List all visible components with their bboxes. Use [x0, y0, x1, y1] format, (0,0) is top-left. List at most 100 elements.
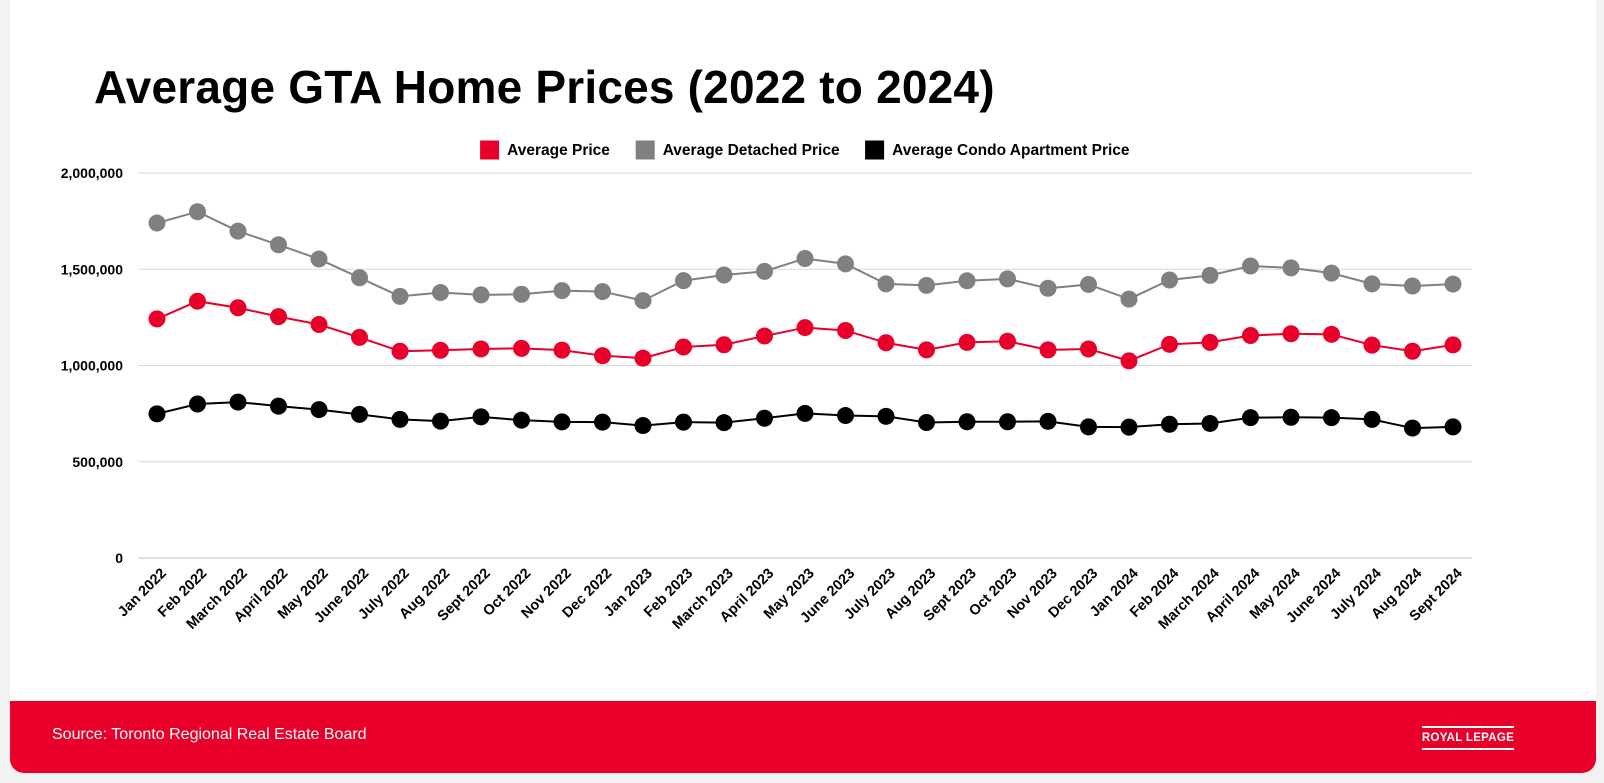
data-point-2-21 [999, 413, 1016, 431]
data-point-1-10 [553, 282, 571, 300]
chart-card: Average GTA Home Prices (2022 to 2024) 0… [10, 0, 1596, 773]
data-point-1-27 [1242, 257, 1259, 275]
data-point-2-8 [472, 408, 490, 426]
data-point-2-30 [1363, 410, 1381, 428]
data-point-2-13 [675, 413, 692, 431]
data-point-0-3 [270, 308, 287, 326]
data-point-2-29 [1323, 409, 1340, 427]
data-point-0-29 [1323, 325, 1340, 343]
data-point-0-8 [472, 340, 490, 358]
source-note: Source: Toronto Regional Real Estate Boa… [52, 726, 367, 743]
y-tick-label: 0 [115, 550, 123, 566]
data-point-1-3 [270, 236, 287, 254]
legend-label-1: Average Detached Price [663, 142, 840, 159]
data-point-2-24 [1120, 418, 1138, 436]
data-point-2-25 [1161, 415, 1178, 433]
data-point-0-16 [796, 319, 814, 337]
data-point-0-4 [310, 315, 328, 333]
data-point-2-5 [351, 405, 368, 423]
data-point-1-32 [1444, 275, 1462, 293]
legend-swatch-0 [480, 140, 500, 160]
data-point-1-16 [796, 249, 814, 267]
chart-title: Average GTA Home Prices (2022 to 2024) [94, 61, 995, 113]
data-point-2-0 [148, 405, 166, 423]
data-point-1-23 [1080, 275, 1097, 293]
y-tick-label: 1,500,000 [61, 261, 123, 277]
data-point-0-2 [229, 299, 247, 317]
data-point-0-30 [1363, 336, 1381, 354]
data-point-1-0 [148, 214, 166, 232]
data-point-2-32 [1444, 418, 1462, 436]
data-point-1-28 [1282, 259, 1300, 277]
data-point-0-24 [1120, 352, 1138, 370]
data-point-0-22 [1039, 341, 1057, 359]
data-point-1-2 [229, 222, 247, 240]
line-chart: 0 500,000 1,000,000 1,500,000 2,000,000 Aver… [61, 140, 1472, 633]
data-point-1-13 [675, 272, 692, 290]
data-point-2-23 [1080, 418, 1097, 436]
data-point-2-10 [553, 413, 571, 431]
data-point-0-31 [1404, 342, 1421, 360]
data-point-1-19 [918, 276, 935, 294]
data-point-0-26 [1201, 333, 1219, 351]
legend-label-2: Average Condo Apartment Price [892, 142, 1130, 159]
data-point-2-16 [796, 404, 814, 422]
y-tick-label: 1,000,000 [61, 358, 123, 374]
data-point-0-15 [756, 327, 773, 345]
grid-layer: 0 500,000 1,000,000 1,500,000 2,000,000 [61, 165, 1472, 566]
data-point-2-14 [715, 414, 733, 432]
data-point-2-27 [1242, 409, 1259, 427]
data-point-1-6 [391, 287, 409, 305]
data-point-1-7 [432, 284, 449, 302]
y-tick-label: 500,000 [72, 454, 123, 470]
data-point-0-19 [918, 341, 935, 359]
data-point-0-5 [351, 328, 368, 346]
data-point-2-11 [594, 413, 611, 431]
series-layer [148, 203, 1462, 437]
data-point-0-7 [432, 341, 449, 359]
data-point-0-9 [513, 339, 530, 357]
data-point-2-1 [189, 395, 206, 413]
data-point-1-22 [1039, 279, 1057, 297]
data-point-1-26 [1201, 266, 1219, 284]
data-point-1-12 [634, 292, 652, 310]
data-point-2-17 [837, 407, 854, 425]
data-point-0-0 [148, 310, 166, 328]
data-point-2-22 [1039, 412, 1057, 430]
data-point-2-28 [1282, 408, 1300, 426]
data-point-2-20 [958, 413, 976, 431]
data-point-1-9 [513, 285, 530, 303]
data-point-2-15 [756, 409, 773, 427]
data-point-0-21 [999, 332, 1016, 350]
logo-text: ROYAL LEPAGE [1421, 732, 1515, 744]
data-point-1-8 [472, 286, 490, 304]
data-point-0-23 [1080, 340, 1097, 358]
data-point-0-1 [189, 292, 206, 310]
data-point-0-12 [634, 349, 652, 367]
data-point-0-27 [1242, 326, 1259, 344]
legend: Average Price Average Detached Price Avera… [480, 140, 1130, 160]
data-point-1-11 [594, 283, 611, 301]
data-point-0-18 [877, 334, 895, 352]
data-point-2-2 [229, 393, 247, 411]
royal-lepage-logo: ROYAL LEPAGE [1422, 723, 1514, 753]
data-point-1-31 [1404, 277, 1421, 295]
footer-bar: Source: Toronto Regional Real Estate Boa… [10, 701, 1596, 773]
data-point-1-17 [837, 255, 854, 273]
data-point-1-25 [1161, 271, 1178, 289]
data-point-0-20 [958, 333, 976, 351]
legend-swatch-1 [635, 140, 655, 160]
y-tick-label: 2,000,000 [61, 165, 123, 181]
data-point-2-7 [432, 412, 449, 430]
data-point-1-30 [1363, 275, 1381, 293]
data-point-1-29 [1323, 264, 1340, 282]
data-point-0-32 [1444, 336, 1462, 354]
data-point-0-11 [594, 347, 611, 365]
data-point-0-28 [1282, 325, 1300, 343]
data-point-2-31 [1404, 419, 1421, 437]
data-point-2-19 [918, 413, 935, 431]
data-point-0-17 [837, 321, 854, 339]
data-point-2-9 [513, 411, 530, 429]
legend-swatch-2 [865, 140, 885, 160]
